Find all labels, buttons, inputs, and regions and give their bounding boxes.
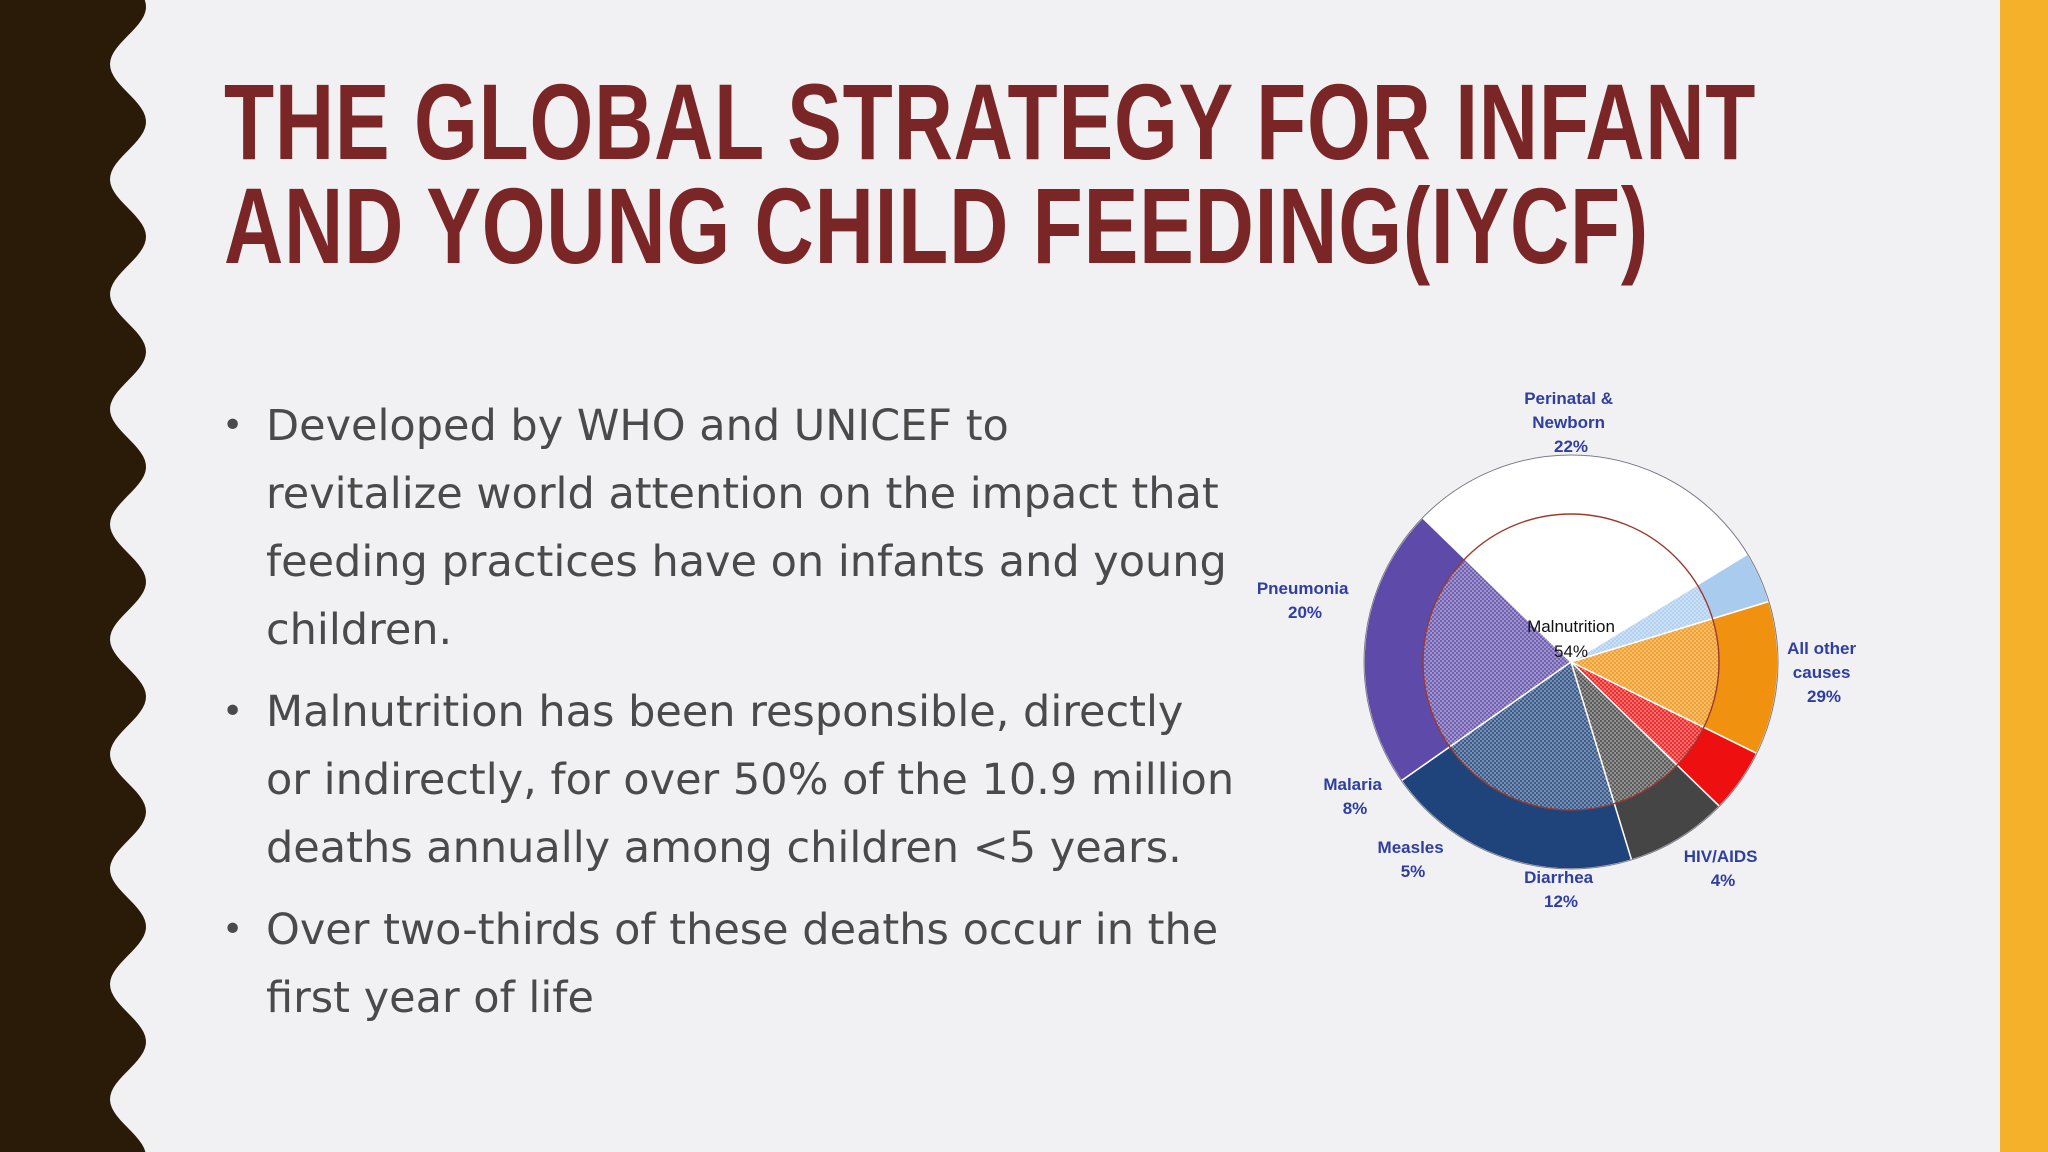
label-pneumonia: Pneumonia 20% [1257, 579, 1353, 622]
label-hiv-line-1: HIV/AIDS [1684, 847, 1758, 866]
causes-of-death-pie-chart: Malnutrition 54% Perinatal & Newborn 22%… [1257, 389, 1861, 911]
bullet-3-line-2: first year of life [266, 973, 594, 1023]
label-other-line-1: All other [1787, 639, 1856, 658]
bullet-1-line-1: Developed by WHO and UNICEF to [266, 401, 1009, 451]
slice-labels: Perinatal & Newborn 22% All other causes… [1257, 389, 1861, 911]
wave-shape [0, 0, 146, 1152]
label-measles: Measles 5% [1378, 838, 1449, 881]
label-other-value: 29% [1807, 687, 1841, 706]
label-hiv-aids: HIV/AIDS 4% [1684, 847, 1762, 890]
bullet-item-2: • Malnutrition has been responsible, dir… [222, 678, 1235, 882]
wavy-left-band [0, 0, 146, 1152]
bullet-1-line-4: children. [266, 605, 453, 655]
label-pneumonia-value: 20% [1288, 603, 1322, 622]
bullet-2-line-1: Malnutrition has been responsible, direc… [266, 687, 1184, 737]
label-diarrhea: Diarrhea 12% [1524, 868, 1598, 911]
bullet-dot-icon: • [222, 405, 244, 446]
bullet-1-line-3: feeding practices have on infants and yo… [266, 537, 1227, 587]
bullet-1-line-2: revitalize world attention on the impact… [266, 469, 1219, 519]
label-other-line-2: causes [1793, 663, 1851, 682]
slide-title-line-1: THE GLOBAL STRATEGY FOR INFANT [224, 61, 1757, 182]
bullet-dot-icon: • [222, 909, 244, 950]
label-diarrhea-line-1: Diarrhea [1524, 868, 1594, 887]
label-malaria-value: 8% [1343, 799, 1368, 818]
label-perinatal-line-2: Newborn [1532, 413, 1605, 432]
label-malaria-line-1: Malaria [1323, 775, 1382, 794]
label-malaria: Malaria 8% [1323, 775, 1386, 818]
slide-title-line-2: AND YOUNG CHILD FEEDING(IYCF) [224, 165, 1650, 286]
bullet-item-1: • Developed by WHO and UNICEF to revital… [222, 392, 1227, 664]
bullet-3-line-1: Over two-thirds of these deaths occur in… [266, 905, 1219, 955]
bullet-2-line-3: deaths annually among children <5 years. [266, 823, 1182, 873]
label-perinatal-newborn: Perinatal & Newborn 22% [1524, 389, 1618, 456]
pie-outline [1363, 454, 1779, 870]
overlay-label: Malnutrition [1527, 617, 1615, 636]
bullet-dot-icon: • [222, 691, 244, 732]
label-all-other-causes: All other causes 29% [1787, 639, 1861, 706]
label-measles-line-1: Measles [1378, 838, 1444, 857]
label-pneumonia-line-1: Pneumonia [1257, 579, 1349, 598]
right-accent-stripe [2000, 0, 2048, 1152]
bullet-item-3: • Over two-thirds of these deaths occur … [222, 896, 1222, 1032]
label-diarrhea-value: 12% [1544, 892, 1578, 911]
label-measles-value: 5% [1401, 862, 1426, 881]
overlay-value: 54% [1554, 642, 1588, 661]
bullet-2-line-2: or indirectly, for over 50% of the 10.9 … [266, 755, 1235, 805]
slide-title: THE GLOBAL STRATEGY FOR INFANT AND YOUNG… [224, 61, 1764, 286]
label-perinatal-value: 22% [1554, 437, 1588, 456]
bullet-list: • Developed by WHO and UNICEF to revital… [222, 392, 1235, 1046]
label-hiv-value: 4% [1711, 871, 1736, 890]
malnutrition-overlay-circle [1422, 513, 1720, 811]
label-perinatal-line-1: Perinatal & [1524, 389, 1613, 408]
